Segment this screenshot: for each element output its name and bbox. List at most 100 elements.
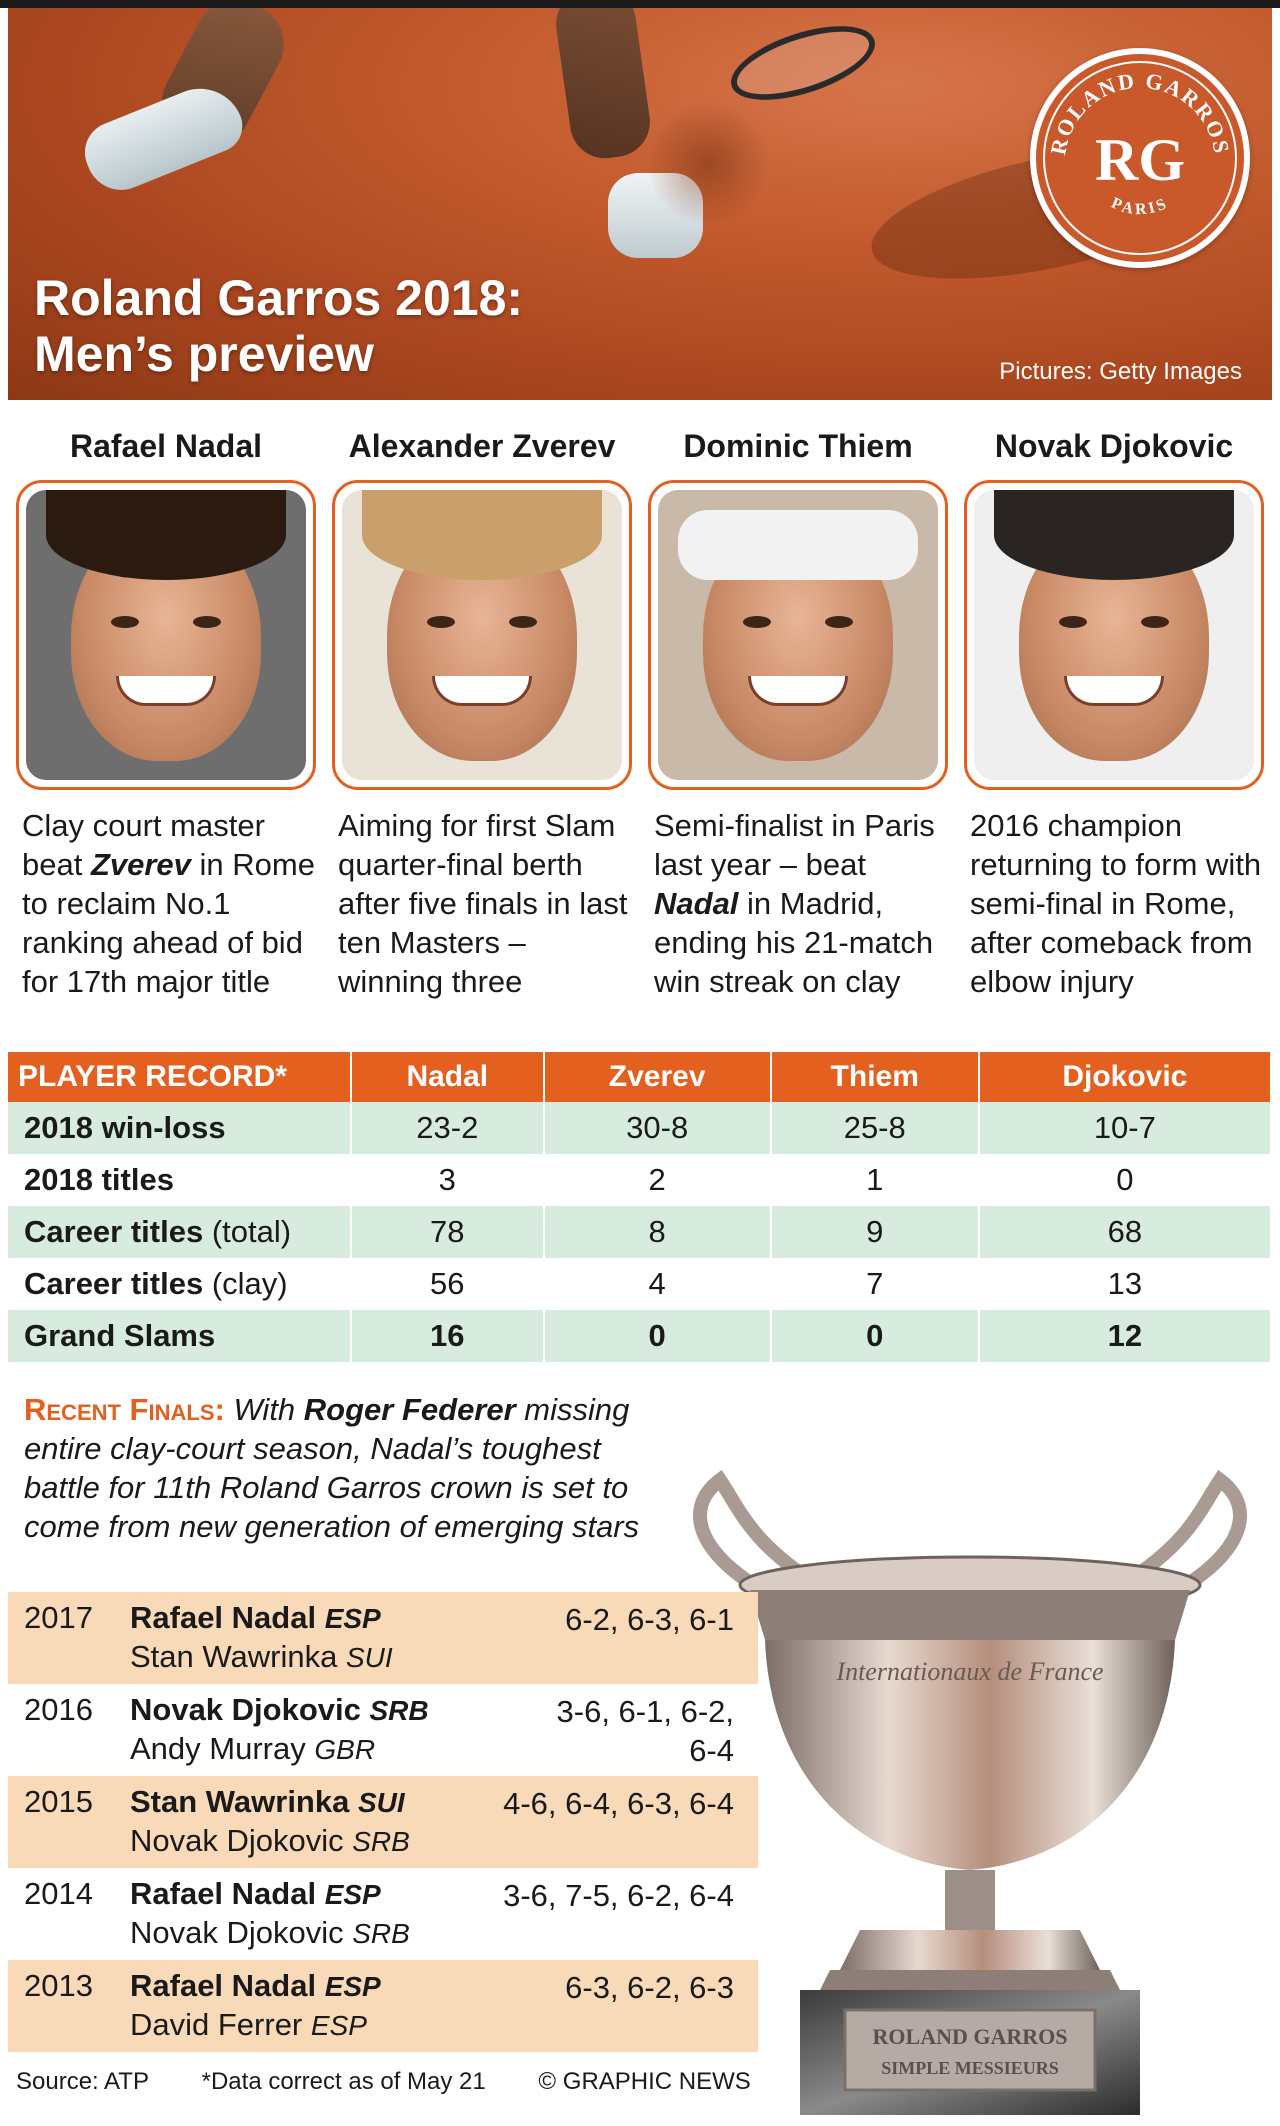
recent-finals-intro: Recent Finals: With Roger Federer missin… — [24, 1390, 664, 1546]
table-header-cell: Nadal — [351, 1052, 545, 1102]
table-cell: 8 — [543, 1206, 772, 1258]
smile-icon — [1064, 675, 1164, 706]
photo-credit: Pictures: Getty Images — [999, 358, 1242, 385]
table-cell: 9 — [770, 1206, 980, 1258]
winner-country: SRB — [369, 1695, 429, 1726]
footer-source: Source: ATP — [16, 2068, 149, 2095]
table-row: Grand Slams 16 0 0 12 — [8, 1310, 1273, 1362]
hair-shape — [46, 490, 286, 580]
row-label-text: Career titles — [24, 1266, 204, 1301]
table-header-cell: PLAYER RECORD* — [8, 1052, 352, 1102]
row-label: 2018 titles — [8, 1154, 352, 1206]
player-description: 2016 champion returning to form with sem… — [970, 806, 1270, 1001]
runner-country: ESP — [310, 2010, 367, 2041]
final-score: 6-2, 6-3, 6-1 — [444, 1600, 734, 1639]
desc-bold: Zverev — [90, 847, 191, 882]
final-runner-up: Novak Djokovic SRB — [130, 1823, 410, 1859]
table-cell: 3 — [351, 1154, 545, 1206]
top-rule — [0, 0, 1280, 8]
player-description: Semi-finalist in Paris last year – beat … — [654, 806, 954, 1001]
trophy-icon: Internationaux de France ROLAND GARROS S… — [693, 1469, 1247, 2115]
winner-country: ESP — [324, 1879, 381, 1910]
table-cell: 12 — [978, 1310, 1273, 1362]
final-runner-up: David Ferrer ESP — [130, 2007, 367, 2043]
table-cell: 0 — [770, 1310, 980, 1362]
player-leg-right — [551, 8, 655, 163]
player-description: Clay court master beat Zverev in Rome to… — [22, 806, 322, 1001]
table-cell: 7 — [770, 1258, 980, 1310]
final-runner-up: Stan Wawrinka SUI — [130, 1639, 393, 1675]
player-description: Aiming for first Slam quarter-final bert… — [338, 806, 638, 1001]
player-photo — [342, 490, 622, 780]
player-name: Novak Djokovic — [994, 428, 1234, 464]
smile-icon — [116, 675, 216, 706]
desc-text: in Rome to reclaim No.1 ranking ahead of… — [22, 847, 315, 999]
table-row: 2018 win-loss 23-2 30-8 25-8 10-7 — [8, 1102, 1273, 1154]
runner-country: SRB — [352, 1918, 410, 1949]
hair-shape — [994, 490, 1234, 580]
player-photo-frame — [964, 480, 1264, 790]
table-cell: 2 — [543, 1154, 772, 1206]
title-line-2: Men’s preview — [34, 326, 374, 382]
logo-monogram: RG — [1095, 127, 1185, 193]
eye-icon — [427, 615, 455, 628]
plate-line-1: ROLAND GARROS — [873, 2024, 1068, 2049]
player-photo-frame — [332, 480, 632, 790]
row-label: Career titles (clay) — [8, 1258, 352, 1310]
winner-name: Stan Wawrinka — [130, 1784, 350, 1819]
final-score: 3-6, 7-5, 6-2, 6-4 — [444, 1876, 734, 1915]
score-line: 3-6, 7-5, 6-2, 6-4 — [503, 1878, 734, 1913]
player-record-table: PLAYER RECORD* Nadal Zverev Thiem Djokov… — [8, 1052, 1273, 1362]
table-cell: 1 — [770, 1154, 980, 1206]
table-row: Career titles (total) 78 8 9 68 — [8, 1206, 1273, 1258]
intro-text: missing entire clay-court season, Nadal’… — [24, 1392, 640, 1544]
final-year: 2013 — [24, 1968, 93, 2003]
page-title: Roland Garros 2018: Men’s preview — [34, 270, 523, 382]
table-cell: 0 — [543, 1310, 772, 1362]
table-cell: 25-8 — [770, 1102, 980, 1154]
table-row: Career titles (clay) 56 4 7 13 — [8, 1258, 1273, 1310]
player-photo — [658, 490, 938, 780]
final-score: 3-6, 6-1, 6-2, 6-4 — [444, 1692, 734, 1770]
table-cell: 56 — [351, 1258, 545, 1310]
runner-name: Stan Wawrinka — [130, 1639, 338, 1674]
winner-name: Rafael Nadal — [130, 1968, 317, 2003]
runner-country: SRB — [352, 1826, 410, 1857]
roland-garros-logo-icon: ROLAND GARROS PARIS RG — [1036, 54, 1244, 262]
player-photo — [974, 490, 1254, 780]
final-runner-up: Novak Djokovic SRB — [130, 1915, 410, 1951]
player-card-zverev: Alexander Zverev Aiming for first Slam q… — [324, 420, 640, 1050]
footer: Source: ATP *Data correct as of May 21 ©… — [16, 2068, 797, 2096]
final-winner: Novak Djokovic SRB — [130, 1692, 429, 1728]
table-header-row: PLAYER RECORD* Nadal Zverev Thiem Djokov… — [8, 1052, 1273, 1102]
list-item: 2014 Rafael Nadal ESP Novak Djokovic SRB… — [8, 1868, 758, 1960]
final-year: 2016 — [24, 1692, 93, 1727]
score-line: 6-3, 6-2, 6-3 — [565, 1970, 734, 2005]
hair-shape — [362, 490, 602, 580]
smile-icon — [748, 675, 848, 706]
player-name: Rafael Nadal — [69, 428, 263, 464]
player-photo-frame — [648, 480, 948, 790]
final-year: 2014 — [24, 1876, 93, 1911]
player-card-nadal: Rafael Nadal Clay court master beat Zver… — [8, 420, 324, 1050]
roland-garros-logo: ROLAND GARROS PARIS RG — [1030, 48, 1250, 268]
table-cell: 13 — [978, 1258, 1273, 1310]
runner-name: David Ferrer — [130, 2007, 303, 2042]
winner-country: ESP — [324, 1971, 381, 2002]
winner-name: Rafael Nadal — [130, 1600, 317, 1635]
row-label-text: 2018 titles — [24, 1162, 174, 1197]
eye-icon — [743, 615, 771, 628]
runner-name: Novak Djokovic — [130, 1915, 344, 1950]
final-winner: Rafael Nadal ESP — [130, 1968, 381, 2004]
desc-text: Clay court master beat — [22, 808, 265, 882]
trophy-engraving: Internationaux de France — [835, 1657, 1103, 1686]
intro-bold: Roger Federer — [303, 1392, 516, 1427]
final-score: 6-3, 6-2, 6-3 — [444, 1968, 734, 2007]
player-name: Dominic Thiem — [683, 428, 913, 464]
list-item: 2015 Stan Wawrinka SUI Novak Djokovic SR… — [8, 1776, 758, 1868]
footer-copyright: © GRAPHIC NEWS — [538, 2068, 751, 2095]
list-item: 2016 Novak Djokovic SRB Andy Murray GBR … — [8, 1684, 758, 1776]
final-score: 4-6, 6-4, 6-3, 6-4 — [444, 1784, 734, 1823]
final-year: 2015 — [24, 1784, 93, 1819]
row-label: Career titles (total) — [8, 1206, 352, 1258]
